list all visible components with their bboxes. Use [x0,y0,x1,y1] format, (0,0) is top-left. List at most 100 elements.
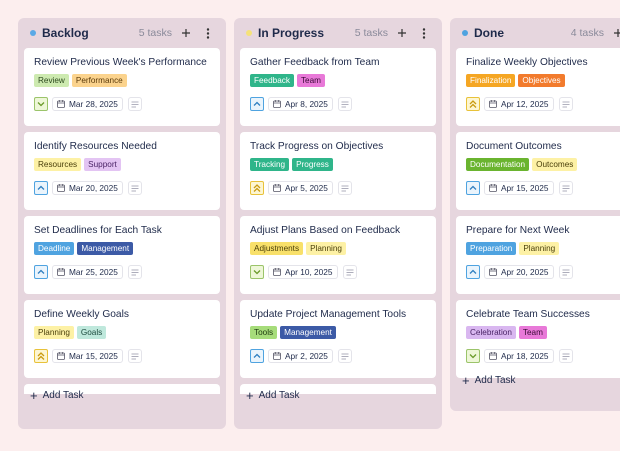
card-list: Gather Feedback from Team Feedback Team A… [234,48,442,394]
tag: Tracking [250,158,290,171]
notes-icon[interactable] [337,349,352,363]
task-card[interactable]: Update Project Management Tools Tools Man… [240,300,436,378]
notes-icon[interactable] [127,265,142,279]
priority-medium-icon[interactable] [466,265,480,279]
add-task-label: Add Task [42,389,84,401]
column-status-dot [30,30,36,36]
priority-high-icon[interactable] [250,181,264,195]
plus-icon: + [462,372,470,388]
calendar-icon [489,184,501,192]
priority-medium-icon[interactable] [34,265,48,279]
due-date-text: Mar 28, 2025 [69,99,118,109]
more-vertical-icon[interactable] [416,25,432,41]
notes-icon[interactable] [558,181,573,195]
due-date[interactable]: Mar 25, 2025 [52,265,123,279]
priority-medium-icon[interactable] [250,97,264,111]
calendar-icon [57,100,69,108]
column-title: Backlog [42,26,89,40]
column-status-dot [246,30,252,36]
priority-medium-icon[interactable] [466,181,480,195]
task-title: Finalize Weekly Objectives [466,57,588,68]
task-title: Identify Resources Needed [34,141,157,152]
task-card[interactable]: Track Progress on Objectives Tracking Pro… [240,132,436,210]
more-vertical-icon[interactable] [200,25,216,41]
task-card[interactable]: Identify Resources Needed Resources Suppo… [24,132,220,210]
calendar-icon [273,184,285,192]
notes-icon[interactable] [127,97,142,111]
card-list: Review Previous Week's Performance Revie… [18,48,226,394]
tag: Support [84,158,121,171]
task-title: Set Deadlines for Each Task [34,225,162,236]
calendar-icon [57,352,69,360]
task-card[interactable]: Define Weekly Goals Planning Goals Mar 15… [24,300,220,378]
due-date[interactable]: Apr 12, 2025 [484,97,554,111]
tag: Adjustments [250,242,304,255]
task-title: Gather Feedback from Team [250,57,380,68]
task-card-partial[interactable] [240,384,436,394]
task-card[interactable]: Set Deadlines for Each Task Deadline Mana… [24,216,220,294]
priority-medium-icon[interactable] [34,181,48,195]
task-title: Prepare for Next Week [466,225,570,236]
task-card[interactable]: Document Outcomes Documentation Outcomes … [456,132,620,210]
priority-low-icon[interactable] [34,97,48,111]
notes-icon[interactable] [558,349,573,363]
notes-icon[interactable] [558,97,573,111]
add-task-plus-icon[interactable] [178,25,194,41]
due-date[interactable]: Apr 8, 2025 [268,97,333,111]
priority-low-icon[interactable] [250,265,264,279]
due-date[interactable]: Apr 2, 2025 [268,349,333,363]
tag: Review [34,74,69,87]
add-task-plus-icon[interactable] [394,25,410,41]
task-meta: Apr 20, 2025 [466,264,620,280]
due-date[interactable]: Apr 15, 2025 [484,181,554,195]
notes-icon[interactable] [127,349,142,363]
calendar-icon [489,352,501,360]
priority-medium-icon[interactable] [250,349,264,363]
due-date[interactable]: Apr 18, 2025 [484,349,554,363]
task-meta: Apr 18, 2025 [466,348,620,364]
task-card[interactable]: Adjust Plans Based on Feedback Adjustmen… [240,216,436,294]
due-date-text: Apr 15, 2025 [501,183,549,193]
notes-icon[interactable] [127,181,142,195]
due-date[interactable]: Mar 15, 2025 [52,349,123,363]
due-date-text: Apr 5, 2025 [285,183,328,193]
tag: Objectives [518,74,565,87]
calendar-icon [57,268,69,276]
due-date-text: Mar 15, 2025 [69,351,118,361]
due-date[interactable]: Mar 20, 2025 [52,181,123,195]
due-date[interactable]: Apr 20, 2025 [484,265,554,279]
add-task-label: Add Task [258,389,300,401]
tag-list: Finalization Objectives [466,74,620,87]
tag: Celebration [466,326,516,339]
notes-icon[interactable] [342,265,357,279]
task-card-partial[interactable] [24,384,220,394]
due-date[interactable]: Apr 10, 2025 [268,265,338,279]
add-task-plus-icon[interactable] [610,25,620,41]
task-count: 5 tasks [354,27,388,39]
task-count: 4 tasks [570,27,604,39]
add-task-button[interactable]: + Add Task [450,368,620,392]
task-card[interactable]: Review Previous Week's Performance Revie… [24,48,220,126]
task-card[interactable]: Celebrate Team Successes Celebration Team… [456,300,620,378]
notes-icon[interactable] [558,265,573,279]
task-card[interactable]: Finalize Weekly Objectives Finalization O… [456,48,620,126]
column-header: Done 4 tasks [450,18,620,48]
task-meta: Mar 28, 2025 [34,96,210,112]
priority-high-icon[interactable] [466,97,480,111]
column-done: Done 4 tasks Finalize Weekly Objectives … [450,18,620,411]
task-card[interactable]: Prepare for Next Week Preparation Plannin… [456,216,620,294]
notes-icon[interactable] [337,97,352,111]
add-task-button[interactable]: + Add Task [234,383,442,407]
priority-high-icon[interactable] [34,349,48,363]
priority-low-icon[interactable] [466,349,480,363]
notes-icon[interactable] [337,181,352,195]
due-date-text: Apr 8, 2025 [285,99,328,109]
tag: Team [518,326,547,339]
due-date[interactable]: Mar 28, 2025 [52,97,123,111]
task-title: Review Previous Week's Performance [34,57,207,68]
due-date[interactable]: Apr 5, 2025 [268,181,333,195]
add-task-label: Add Task [474,374,516,386]
add-task-button[interactable]: + Add Task [18,383,226,407]
task-card[interactable]: Gather Feedback from Team Feedback Team A… [240,48,436,126]
